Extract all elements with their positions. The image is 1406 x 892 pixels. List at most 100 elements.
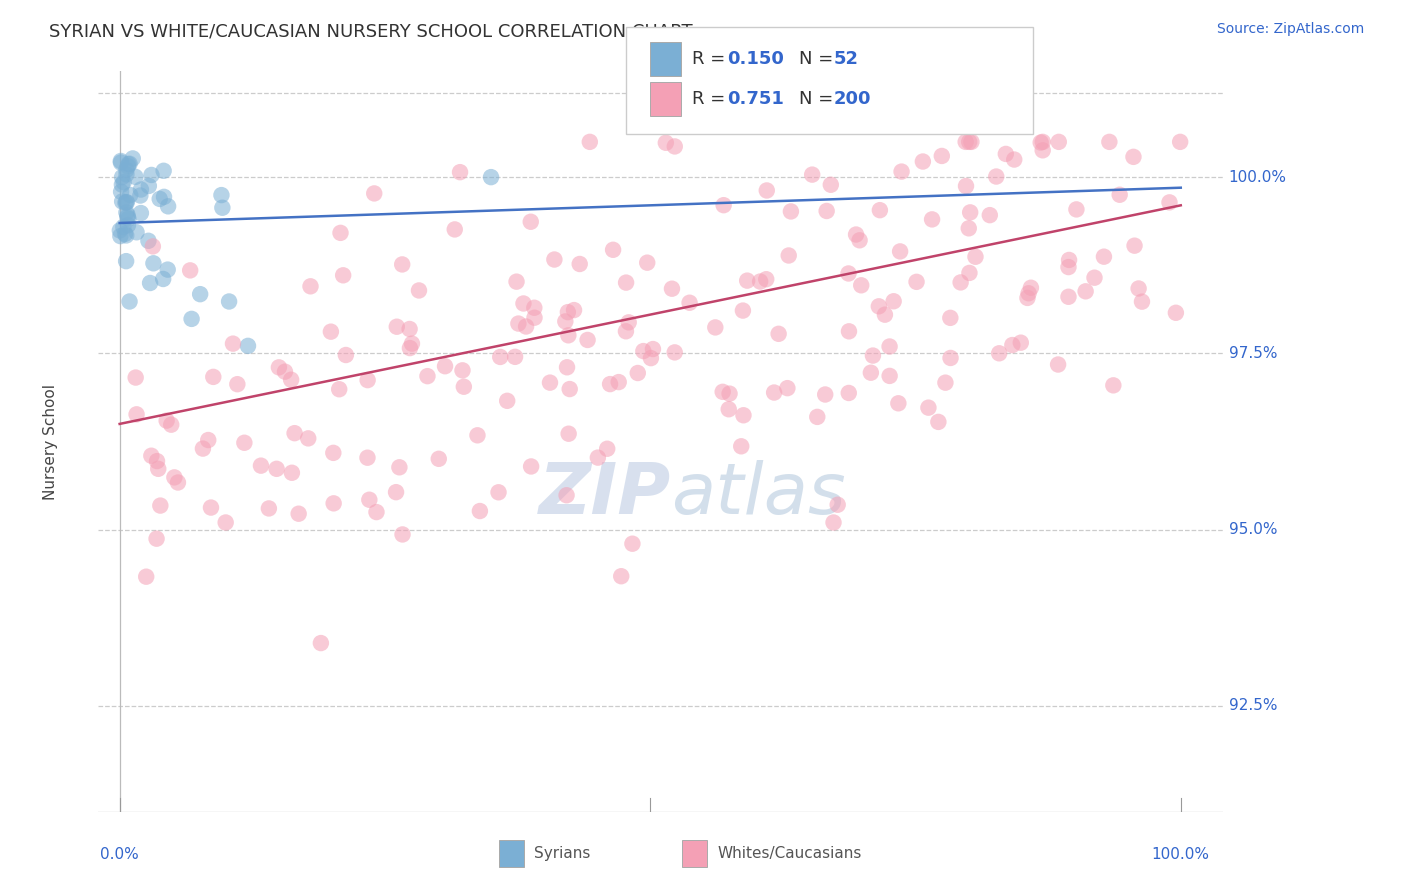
Point [335, 348, 357, 362]
Point [568, 257, 591, 271]
Point [489, 350, 512, 364]
Point [827, 498, 849, 512]
Point [1047, 358, 1070, 372]
Point [1102, 378, 1125, 392]
Point [266, 462, 288, 476]
Text: 0.751: 0.751 [727, 90, 783, 108]
Point [125, 225, 148, 239]
Point [1017, 291, 1039, 305]
Point [523, 301, 546, 315]
Point [434, 359, 457, 374]
Point [111, 170, 134, 185]
Point [1057, 252, 1080, 267]
Point [160, 417, 183, 432]
Point [218, 294, 240, 309]
Point [191, 442, 214, 456]
Point [704, 320, 727, 334]
Text: 0.150: 0.150 [727, 50, 783, 68]
Point [848, 233, 870, 247]
Point [156, 262, 179, 277]
Point [1122, 150, 1144, 164]
Point [366, 505, 388, 519]
Point [955, 135, 977, 149]
Point [281, 466, 304, 480]
Point [153, 190, 176, 204]
Text: Source: ZipAtlas.com: Source: ZipAtlas.com [1216, 22, 1364, 37]
Point [449, 165, 471, 179]
Point [180, 311, 202, 326]
Text: 200: 200 [834, 90, 872, 108]
Point [505, 275, 527, 289]
Point [117, 159, 139, 173]
Text: 95.0%: 95.0% [1229, 522, 1277, 537]
Text: N =: N = [799, 50, 838, 68]
Point [890, 164, 912, 178]
Point [443, 222, 465, 236]
Point [806, 409, 828, 424]
Point [949, 276, 972, 290]
Point [538, 376, 561, 390]
Point [664, 345, 686, 359]
Point [401, 336, 423, 351]
Point [399, 341, 422, 355]
Text: R =: R = [692, 50, 731, 68]
Point [755, 184, 778, 198]
Point [145, 532, 167, 546]
Point [110, 155, 132, 169]
Point [1057, 290, 1080, 304]
Point [519, 215, 541, 229]
Point [557, 328, 579, 343]
Point [1032, 144, 1054, 158]
Point [163, 470, 186, 484]
Point [363, 186, 385, 201]
Point [129, 182, 152, 196]
Point [636, 255, 658, 269]
Point [520, 459, 543, 474]
Point [859, 366, 882, 380]
Point [496, 393, 519, 408]
Point [111, 194, 134, 209]
Point [641, 342, 664, 356]
Point [1128, 281, 1150, 295]
Point [135, 570, 157, 584]
Point [664, 139, 686, 153]
Point [385, 485, 408, 500]
Point [319, 325, 342, 339]
Point [959, 205, 981, 219]
Point [332, 268, 354, 283]
Point [959, 266, 981, 280]
Text: 52: 52 [834, 50, 859, 68]
Point [815, 204, 838, 219]
Point [845, 227, 868, 242]
Text: atlas: atlas [672, 460, 846, 529]
Point [114, 195, 136, 210]
Point [138, 234, 160, 248]
Point [1001, 338, 1024, 352]
Point [879, 368, 901, 383]
Point [957, 221, 980, 235]
Point [862, 349, 884, 363]
Point [108, 223, 131, 237]
Point [851, 278, 873, 293]
Point [202, 370, 225, 384]
Point [148, 462, 170, 476]
Point [115, 162, 138, 177]
Point [661, 282, 683, 296]
Point [322, 496, 344, 510]
Point [555, 488, 578, 502]
Point [356, 373, 378, 387]
Point [117, 157, 139, 171]
Point [1002, 153, 1025, 167]
Point [911, 154, 934, 169]
Point [250, 458, 273, 473]
Point [467, 428, 489, 442]
Point [711, 384, 734, 399]
Point [284, 426, 307, 441]
Point [780, 204, 803, 219]
Point [749, 275, 772, 289]
Point [768, 326, 790, 341]
Point [837, 267, 859, 281]
Point [1074, 285, 1097, 299]
Point [110, 229, 132, 244]
Point [117, 218, 139, 232]
